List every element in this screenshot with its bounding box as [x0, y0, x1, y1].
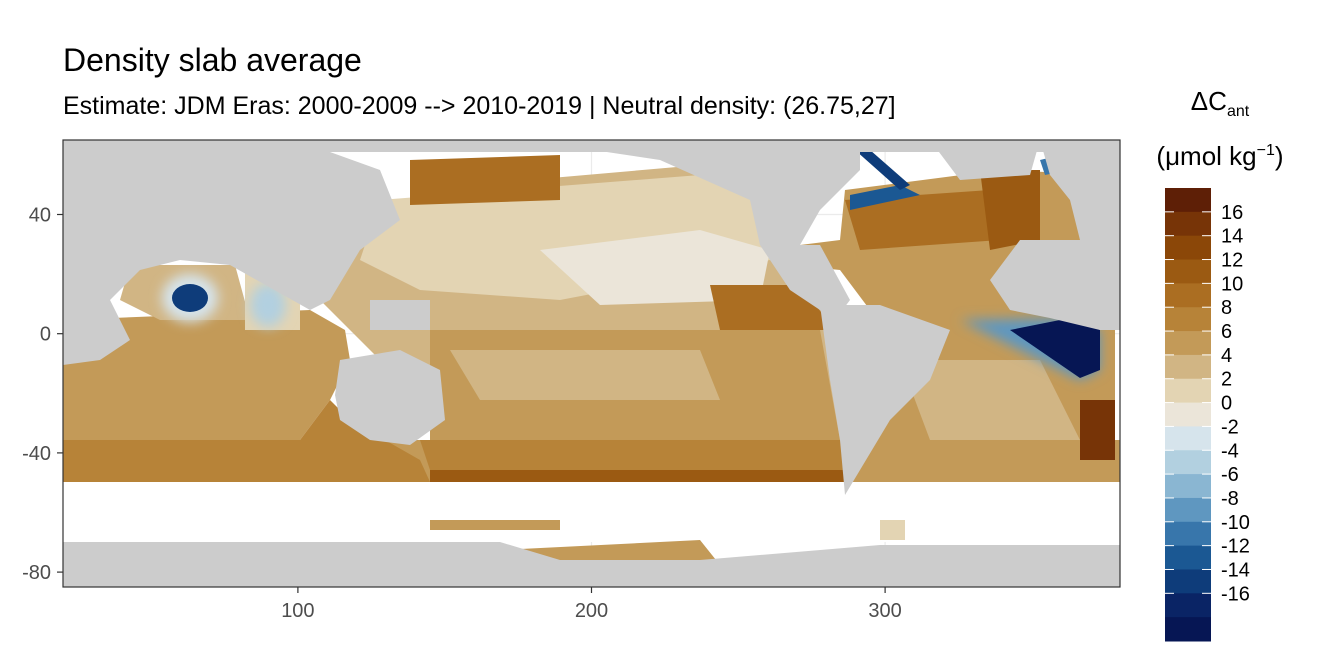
legend-color-step: [1165, 569, 1211, 594]
africa-north: [990, 240, 1120, 330]
central-america: [760, 245, 850, 320]
chart-title: Density slab average: [63, 42, 362, 78]
legend-tick-label: 6: [1221, 321, 1232, 343]
legend-color-step: [1165, 259, 1211, 284]
legend-color-step: [1165, 283, 1211, 308]
legend-unit-sup: −1: [1256, 142, 1275, 159]
legend-color-step: [1165, 545, 1211, 570]
legend-unit-open: (μmol kg: [1156, 141, 1257, 171]
legend-tick-label: -8: [1221, 488, 1239, 510]
ocean-field: [63, 148, 1120, 496]
legend-unit-close: ): [1274, 141, 1284, 171]
legend-tick-label: 10: [1221, 273, 1243, 295]
y-tick-label: -80: [22, 562, 51, 584]
south-atlantic-gyre: [900, 360, 1080, 440]
no-data-band: [63, 482, 1120, 542]
legend-tick-label: -12: [1221, 536, 1250, 558]
chart-subtitle: Estimate: JDM Eras: 2000-2009 --> 2010-2…: [63, 92, 896, 120]
legend-color-step: [1165, 617, 1211, 642]
arabian-sea-anomaly: [172, 284, 208, 312]
legend-color-step: [1165, 450, 1211, 475]
legend-tick-label: -16: [1221, 583, 1250, 605]
maritime-continent: [370, 300, 430, 330]
legend-tick-label: -10: [1221, 512, 1250, 534]
legend-color-step: [1165, 307, 1211, 332]
benguela-anomaly: [1010, 318, 1100, 378]
greenland: [930, 140, 1040, 180]
legend-tick-label: 8: [1221, 297, 1232, 319]
north-america: [520, 140, 860, 250]
north-atlantic-anomaly: [850, 185, 920, 210]
ne-atlantic: [980, 170, 1040, 250]
map-layer: [63, 140, 1120, 587]
legend-tick-label: -4: [1221, 440, 1239, 462]
legend-title-main: ΔC: [1190, 86, 1227, 116]
legend-color-step: [1165, 426, 1211, 451]
legend-tick-label: -14: [1221, 559, 1250, 581]
y-tick-label: 0: [40, 324, 51, 346]
legend-color-step: [1165, 235, 1211, 261]
land-masses: [63, 140, 1120, 587]
legend-tick-label: 14: [1221, 226, 1243, 248]
legend-color-step: [1165, 188, 1211, 213]
legend-tick-label: 0: [1221, 393, 1232, 415]
south-pacific-south: [420, 440, 850, 470]
africa-east: [63, 300, 130, 365]
y-tick-label: -40: [22, 443, 51, 465]
labrador-anomaly: [855, 150, 910, 190]
x-tick-label: 200: [575, 600, 608, 622]
indian-ocean: [63, 310, 350, 440]
europe: [1040, 140, 1120, 240]
legend-color-step: [1165, 474, 1211, 499]
legend-color-step: [1165, 211, 1211, 237]
antarctica: [63, 542, 1120, 587]
legend-color-step: [1165, 331, 1211, 356]
legend-color-step: [1165, 354, 1211, 380]
se-atlantic-edge: [1080, 400, 1115, 460]
bay-of-bengal-anomaly: [250, 283, 286, 327]
ross-sea-patch-1: [430, 520, 560, 530]
legend-color-step: [1165, 497, 1211, 523]
legend-color-step: [1165, 378, 1211, 404]
legend-color-step: [1165, 402, 1211, 427]
y-tick-label: 40: [29, 205, 51, 227]
legend-tick-label: -6: [1221, 464, 1239, 486]
australia: [335, 350, 445, 445]
legend-tick-label: -2: [1221, 416, 1239, 438]
legend-color-step: [1165, 593, 1211, 618]
legend-color-step: [1165, 521, 1211, 547]
legend-tick-label: 16: [1221, 202, 1243, 224]
legend-tick-label: 2: [1221, 369, 1232, 391]
nw-pacific: [410, 155, 560, 205]
gulf-stream: [845, 190, 1000, 250]
legend-tick-label: 4: [1221, 345, 1232, 367]
south-indian-ocean: [63, 400, 430, 482]
eurasia: [63, 152, 400, 310]
x-tick-label: 100: [281, 600, 314, 622]
weddell-patch: [880, 520, 905, 540]
legend-title-sub: ant: [1226, 103, 1250, 120]
south-pacific-gyre: [450, 350, 720, 400]
south-america: [820, 305, 950, 495]
legend-tick-label: 12: [1221, 250, 1243, 272]
x-tick-label: 300: [868, 600, 901, 622]
legend-title: ΔCant (μmol kg−1): [1150, 88, 1290, 169]
